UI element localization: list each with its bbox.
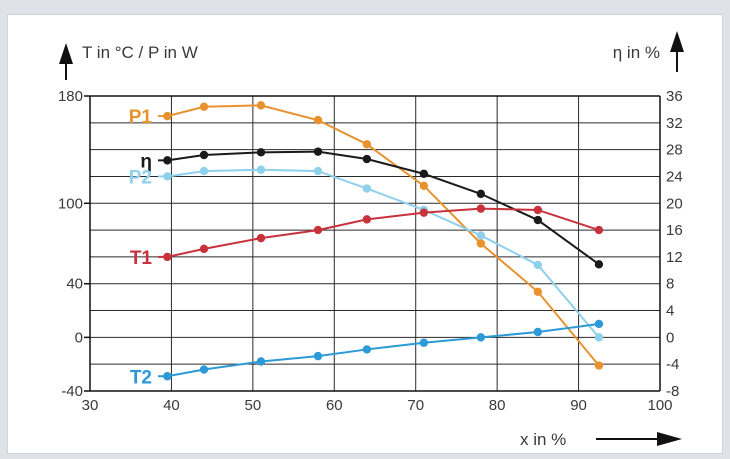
y-right-tick-label: 20 (666, 195, 683, 212)
y-right-tick-label: 12 (666, 249, 683, 266)
x-tick-label: 90 (570, 397, 587, 414)
data-point-P2 (313, 166, 323, 176)
series-labels: P1 ηP2 T1 T2 (129, 107, 168, 388)
series-label-η: η (140, 151, 152, 172)
y-right-tick-label: -8 (666, 383, 679, 400)
y-right-tick-label: 16 (666, 222, 683, 239)
y-right-tick-label: 28 (666, 142, 683, 159)
data-point-P1 (594, 361, 604, 370)
x-tick-label: 30 (82, 397, 99, 414)
x-axis-title: x in % (520, 430, 566, 449)
data-point-T1 (419, 208, 429, 217)
data-point-P1 (313, 115, 323, 125)
data-point-T1 (256, 233, 266, 243)
data-point-T2 (362, 345, 372, 354)
y-right-tick-label: 32 (666, 115, 683, 132)
y-right-axis-title: η in % (613, 43, 660, 62)
series-line-P2 (167, 168, 600, 339)
data-point-T2 (594, 319, 604, 329)
series-label-P1: P1 (129, 107, 153, 128)
y-right-tick-label: -4 (666, 356, 679, 373)
series-label-T1: T1 (130, 248, 153, 269)
data-point-P2 (533, 260, 543, 270)
data-point-η (362, 154, 372, 164)
data-point-P1 (362, 140, 372, 149)
data-point-P2 (476, 231, 486, 240)
data-point-P2 (256, 165, 266, 174)
y-left-tick-label: 40 (66, 276, 83, 293)
x-tick-label: 50 (245, 397, 262, 414)
data-point-η (419, 169, 429, 178)
data-point-T2 (199, 365, 209, 374)
data-point-P2 (199, 166, 209, 176)
x-tick-label: 40 (163, 397, 180, 414)
data-point-P1 (256, 101, 266, 110)
y-right-tick-label: 24 (666, 168, 683, 185)
y-left-tick-label: 100 (58, 195, 83, 212)
data-point-T1 (313, 225, 323, 235)
data-point-T2 (313, 351, 323, 361)
data-point-P1 (199, 102, 209, 111)
data-point-T2 (533, 327, 543, 337)
data-point-η (594, 260, 604, 269)
data-point-η (256, 148, 266, 157)
series-label-P2: P2 (129, 167, 152, 188)
data-point-P1 (476, 239, 486, 248)
series-line-P1 (167, 104, 600, 367)
data-point-T1 (199, 244, 209, 254)
y-left-axis-title: T in °C / P in W (82, 43, 198, 62)
data-point-T2 (419, 338, 429, 347)
data-point-η (313, 147, 323, 156)
series-group (163, 101, 604, 381)
y-left-tick-label: 180 (58, 88, 83, 105)
axis-titles: T in °C / P in W η in % x in % (59, 31, 684, 449)
data-point-P1 (419, 181, 429, 191)
x-tick-label: 100 (647, 397, 672, 414)
y-left-arrow-icon (59, 43, 73, 64)
data-point-P2 (362, 184, 372, 193)
y-right-tick-label: 4 (666, 303, 674, 320)
data-point-T2 (256, 357, 266, 366)
data-point-T2 (476, 333, 486, 342)
x-tick-label: 80 (489, 397, 506, 414)
series-line-T1 (167, 207, 600, 258)
chart-frame (7, 14, 723, 454)
y-right-tick-label: 8 (666, 276, 674, 293)
data-point-T1 (533, 205, 543, 215)
data-point-η (476, 189, 486, 199)
grid (89, 95, 661, 392)
series-label-T2: T2 (130, 367, 152, 388)
data-point-T1 (476, 204, 486, 213)
y-right-tick-label: 36 (666, 88, 683, 105)
data-point-P2 (594, 333, 604, 342)
data-point-η (533, 215, 543, 225)
x-tick-label: 70 (407, 397, 424, 414)
y-right-arrow-icon (670, 31, 684, 52)
x-arrow-icon (657, 432, 682, 446)
data-point-T1 (594, 225, 604, 235)
data-point-P1 (533, 287, 543, 296)
x-tick-label: 60 (326, 397, 343, 414)
y-left-tick-label: 0 (75, 329, 83, 346)
data-point-η (199, 150, 209, 160)
y-left-tick-label: -40 (61, 383, 83, 400)
axes (84, 95, 661, 392)
data-point-T1 (362, 215, 372, 224)
tick-labels: 30 40 50 60 70 80 90 100-40040100180-8-40481216… (58, 88, 683, 414)
y-right-tick-label: 0 (666, 329, 674, 346)
